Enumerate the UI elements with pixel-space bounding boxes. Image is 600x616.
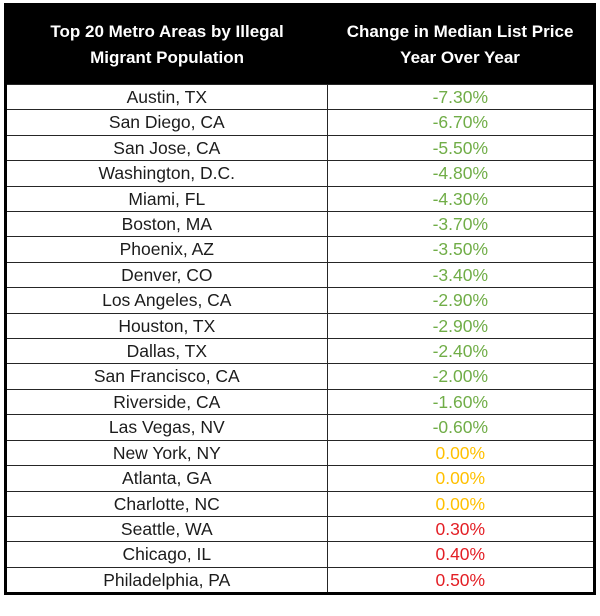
change-cell: -2.00% [327, 363, 595, 390]
table-row: Chicago, IL 0.40% [5, 541, 595, 568]
metro-cell: New York, NY [5, 439, 328, 466]
change-cell: -6.70% [327, 109, 595, 136]
table-row: Philadelphia, PA 0.50% [5, 566, 595, 594]
metro-cell: Miami, FL [5, 185, 328, 212]
table-row: San Diego, CA -6.70% [5, 109, 595, 136]
metro-cell: Austin, TX [5, 83, 328, 110]
table-row: Los Angeles, CA -2.90% [5, 287, 595, 314]
metro-cell: Houston, TX [5, 312, 328, 339]
table-row: Atlanta, GA 0.00% [5, 465, 595, 491]
header-metro-line1: Top 20 Metro Areas by Illegal [50, 22, 284, 41]
change-cell: -3.50% [327, 236, 595, 263]
change-cell: 0.40% [327, 541, 595, 568]
change-cell: -5.50% [327, 134, 595, 161]
table-row: Houston, TX -2.90% [5, 312, 595, 339]
change-cell: 0.00% [327, 465, 595, 491]
header-metro-column: Top 20 Metro Areas by Illegal Migrant Pop… [5, 4, 328, 85]
metro-cell: Phoenix, AZ [5, 236, 328, 263]
header-metro-line2: Migrant Population [90, 48, 245, 67]
metro-cell: Los Angeles, CA [5, 287, 328, 314]
change-cell: -4.80% [327, 160, 595, 187]
table-header: Top 20 Metro Areas by Illegal Migrant Pop… [5, 4, 595, 85]
change-cell: 0.00% [327, 439, 595, 466]
table-row: New York, NY 0.00% [5, 439, 595, 466]
change-cell: 0.00% [327, 490, 595, 517]
metro-cell: Las Vegas, NV [5, 414, 328, 441]
table-row: Boston, MA -3.70% [5, 211, 595, 237]
change-cell: -3.70% [327, 211, 595, 237]
table-body: Austin, TX -7.30% San Diego, CA -6.70% S… [5, 83, 595, 594]
metro-cell: Boston, MA [5, 211, 328, 237]
change-cell: -2.40% [327, 338, 595, 364]
table-row: Austin, TX -7.30% [5, 83, 595, 110]
change-cell: -2.90% [327, 312, 595, 339]
table-row: Riverside, CA -1.60% [5, 388, 595, 415]
header-change-column: Change in Median List Price Year Over Yea… [327, 4, 595, 85]
change-cell: 0.50% [327, 566, 595, 594]
change-cell: -0.60% [327, 414, 595, 441]
header-row: Top 20 Metro Areas by Illegal Migrant Pop… [5, 4, 595, 85]
table-row: Denver, CO -3.40% [5, 261, 595, 288]
table-row: Seattle, WA 0.30% [5, 515, 595, 542]
metro-cell: Washington, D.C. [5, 160, 328, 187]
table-row: Las Vegas, NV -0.60% [5, 414, 595, 441]
table-row: Miami, FL -4.30% [5, 185, 595, 212]
metro-cell: Charlotte, NC [5, 490, 328, 517]
metro-cell: San Jose, CA [5, 134, 328, 161]
metro-cell: Atlanta, GA [5, 465, 328, 491]
change-cell: -2.90% [327, 287, 595, 314]
change-cell: -7.30% [327, 83, 595, 110]
table-row: San Jose, CA -5.50% [5, 134, 595, 161]
change-cell: -1.60% [327, 388, 595, 415]
header-change-line2: Year Over Year [400, 48, 520, 67]
table-row: Washington, D.C. -4.80% [5, 160, 595, 187]
table-row: Charlotte, NC 0.00% [5, 490, 595, 517]
table-row: San Francisco, CA -2.00% [5, 363, 595, 390]
change-cell: 0.30% [327, 515, 595, 542]
metro-cell: Seattle, WA [5, 515, 328, 542]
metro-cell: Philadelphia, PA [5, 566, 328, 594]
metro-cell: Dallas, TX [5, 338, 328, 364]
header-change-line1: Change in Median List Price [346, 22, 574, 41]
change-cell: -3.40% [327, 261, 595, 288]
change-cell: -4.30% [327, 185, 595, 212]
metro-cell: Chicago, IL [5, 541, 328, 568]
metro-price-table: Top 20 Metro Areas by Illegal Migrant Pop… [4, 3, 596, 596]
metro-cell: Denver, CO [5, 261, 328, 288]
metro-cell: Riverside, CA [5, 388, 328, 415]
metro-cell: San Francisco, CA [5, 363, 328, 390]
table-row: Phoenix, AZ -3.50% [5, 236, 595, 263]
metro-cell: San Diego, CA [5, 109, 328, 136]
table-row: Dallas, TX -2.40% [5, 338, 595, 364]
